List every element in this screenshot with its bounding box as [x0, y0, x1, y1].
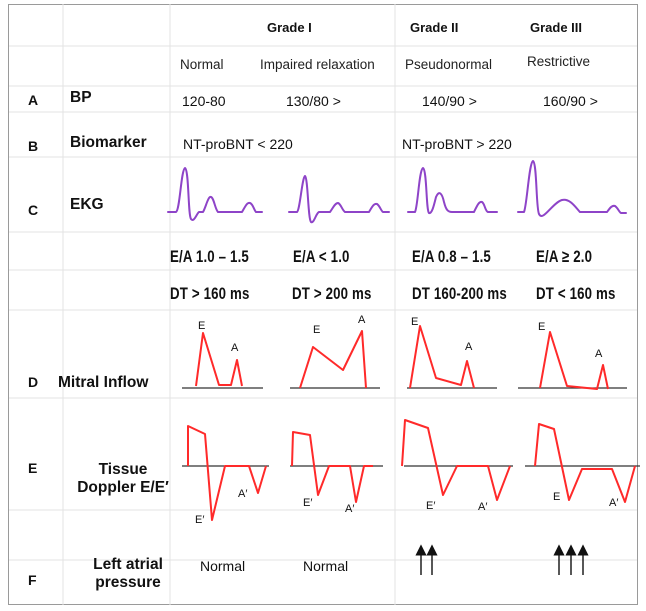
tissue-e-label-normal: E′	[195, 514, 205, 526]
ea-grade-1: E/A < 1.0	[293, 247, 350, 266]
row-c-letter: C	[28, 202, 39, 218]
tissue-wave-grade-1	[291, 431, 373, 503]
dt-grade-2: DT 160-200 ms	[412, 284, 507, 303]
row-bp-label: BP	[70, 89, 92, 106]
tissue-e-label-grade-2: E′	[426, 500, 436, 512]
tissue-a-label-grade-2: A′	[478, 501, 488, 513]
mitral-wave-grade-3	[539, 331, 609, 390]
bp-grade-1: 130/80 >	[286, 93, 341, 109]
mitral-e-label-normal: E	[198, 320, 206, 332]
mitral-a-label-grade-3: A	[595, 348, 603, 360]
row-e-letter: E	[28, 460, 38, 476]
mitral-a-label-grade-2: A	[465, 341, 473, 353]
row-lap-label-2: pressure	[95, 574, 161, 591]
ea-grade-2: E/A 0.8 – 1.5	[412, 247, 491, 266]
mitral-e-label-grade-1: E	[313, 324, 321, 336]
bp-normal: 120-80	[182, 93, 226, 109]
lap-normal: Normal	[200, 558, 246, 574]
ekg-trace-grade-3	[517, 160, 627, 217]
ekg-trace-normal	[167, 167, 263, 221]
bp-grade-3: 160/90 >	[543, 93, 598, 109]
dt-grade-3: DT < 160 ms	[536, 284, 616, 303]
category-normal: Normal	[180, 57, 224, 72]
ea-normal: E/A 1.0 – 1.5	[170, 247, 249, 266]
category-restrictive: Restrictive	[527, 54, 591, 69]
mitral-e-label-grade-3: E	[538, 321, 546, 333]
tissue-wave-grade-3	[534, 423, 636, 503]
figure-frame	[8, 4, 638, 605]
tissue-a-label-grade-1: A′	[345, 503, 355, 515]
ea-grade-3: E/A ≥ 2.0	[536, 247, 593, 266]
mitral-wave-normal	[195, 332, 243, 387]
row-tissue-label-2: Doppler E/E′	[77, 479, 169, 496]
row-f-letter: F	[28, 572, 37, 588]
biomarker-low: NT-proBNT < 220	[183, 136, 293, 152]
category-impaired-relaxation: Impaired relaxation	[260, 57, 375, 72]
biomarker-high: NT-proBNT > 220	[402, 136, 512, 152]
tissue-e-label-grade-1: E′	[303, 497, 313, 509]
row-lap-label-1: Left atrial	[93, 556, 163, 573]
tissue-e-label-grade-3: E	[553, 491, 561, 503]
tissue-wave-grade-2	[401, 419, 511, 501]
mitral-e-label-grade-2: E	[411, 316, 419, 328]
tissue-a-label-normal: A′	[238, 488, 248, 500]
row-biomarker-label: Biomarker	[70, 134, 147, 151]
row-d-letter: D	[28, 374, 39, 390]
lap-grade-1: Normal	[303, 558, 349, 574]
grade-3-header: Grade III	[530, 20, 583, 35]
mitral-a-label-normal: A	[231, 342, 239, 354]
dt-normal: DT > 160 ms	[170, 284, 250, 303]
row-tissue-label-1: Tissue	[98, 461, 148, 478]
row-a-letter: A	[28, 92, 39, 108]
tissue-wave-normal	[187, 425, 267, 521]
grade-1-header: Grade I	[267, 20, 312, 35]
row-ekg-label: EKG	[70, 196, 104, 213]
ekg-trace-grade-1	[288, 175, 390, 224]
mitral-a-label-grade-1: A	[358, 314, 366, 326]
dt-grade-1: DT > 200 ms	[292, 284, 372, 303]
tissue-a-label-grade-3: A′	[609, 497, 619, 509]
category-pseudonormal: Pseudonormal	[405, 57, 493, 72]
ekg-trace-grade-2	[407, 167, 498, 215]
row-b-letter: B	[28, 138, 39, 154]
mitral-wave-grade-1	[299, 330, 367, 389]
mitral-wave-grade-2	[409, 325, 475, 389]
bp-grade-2: 140/90 >	[422, 93, 477, 109]
grade-2-header: Grade II	[410, 20, 459, 35]
row-mitral-label: Mitral Inflow	[58, 374, 149, 391]
